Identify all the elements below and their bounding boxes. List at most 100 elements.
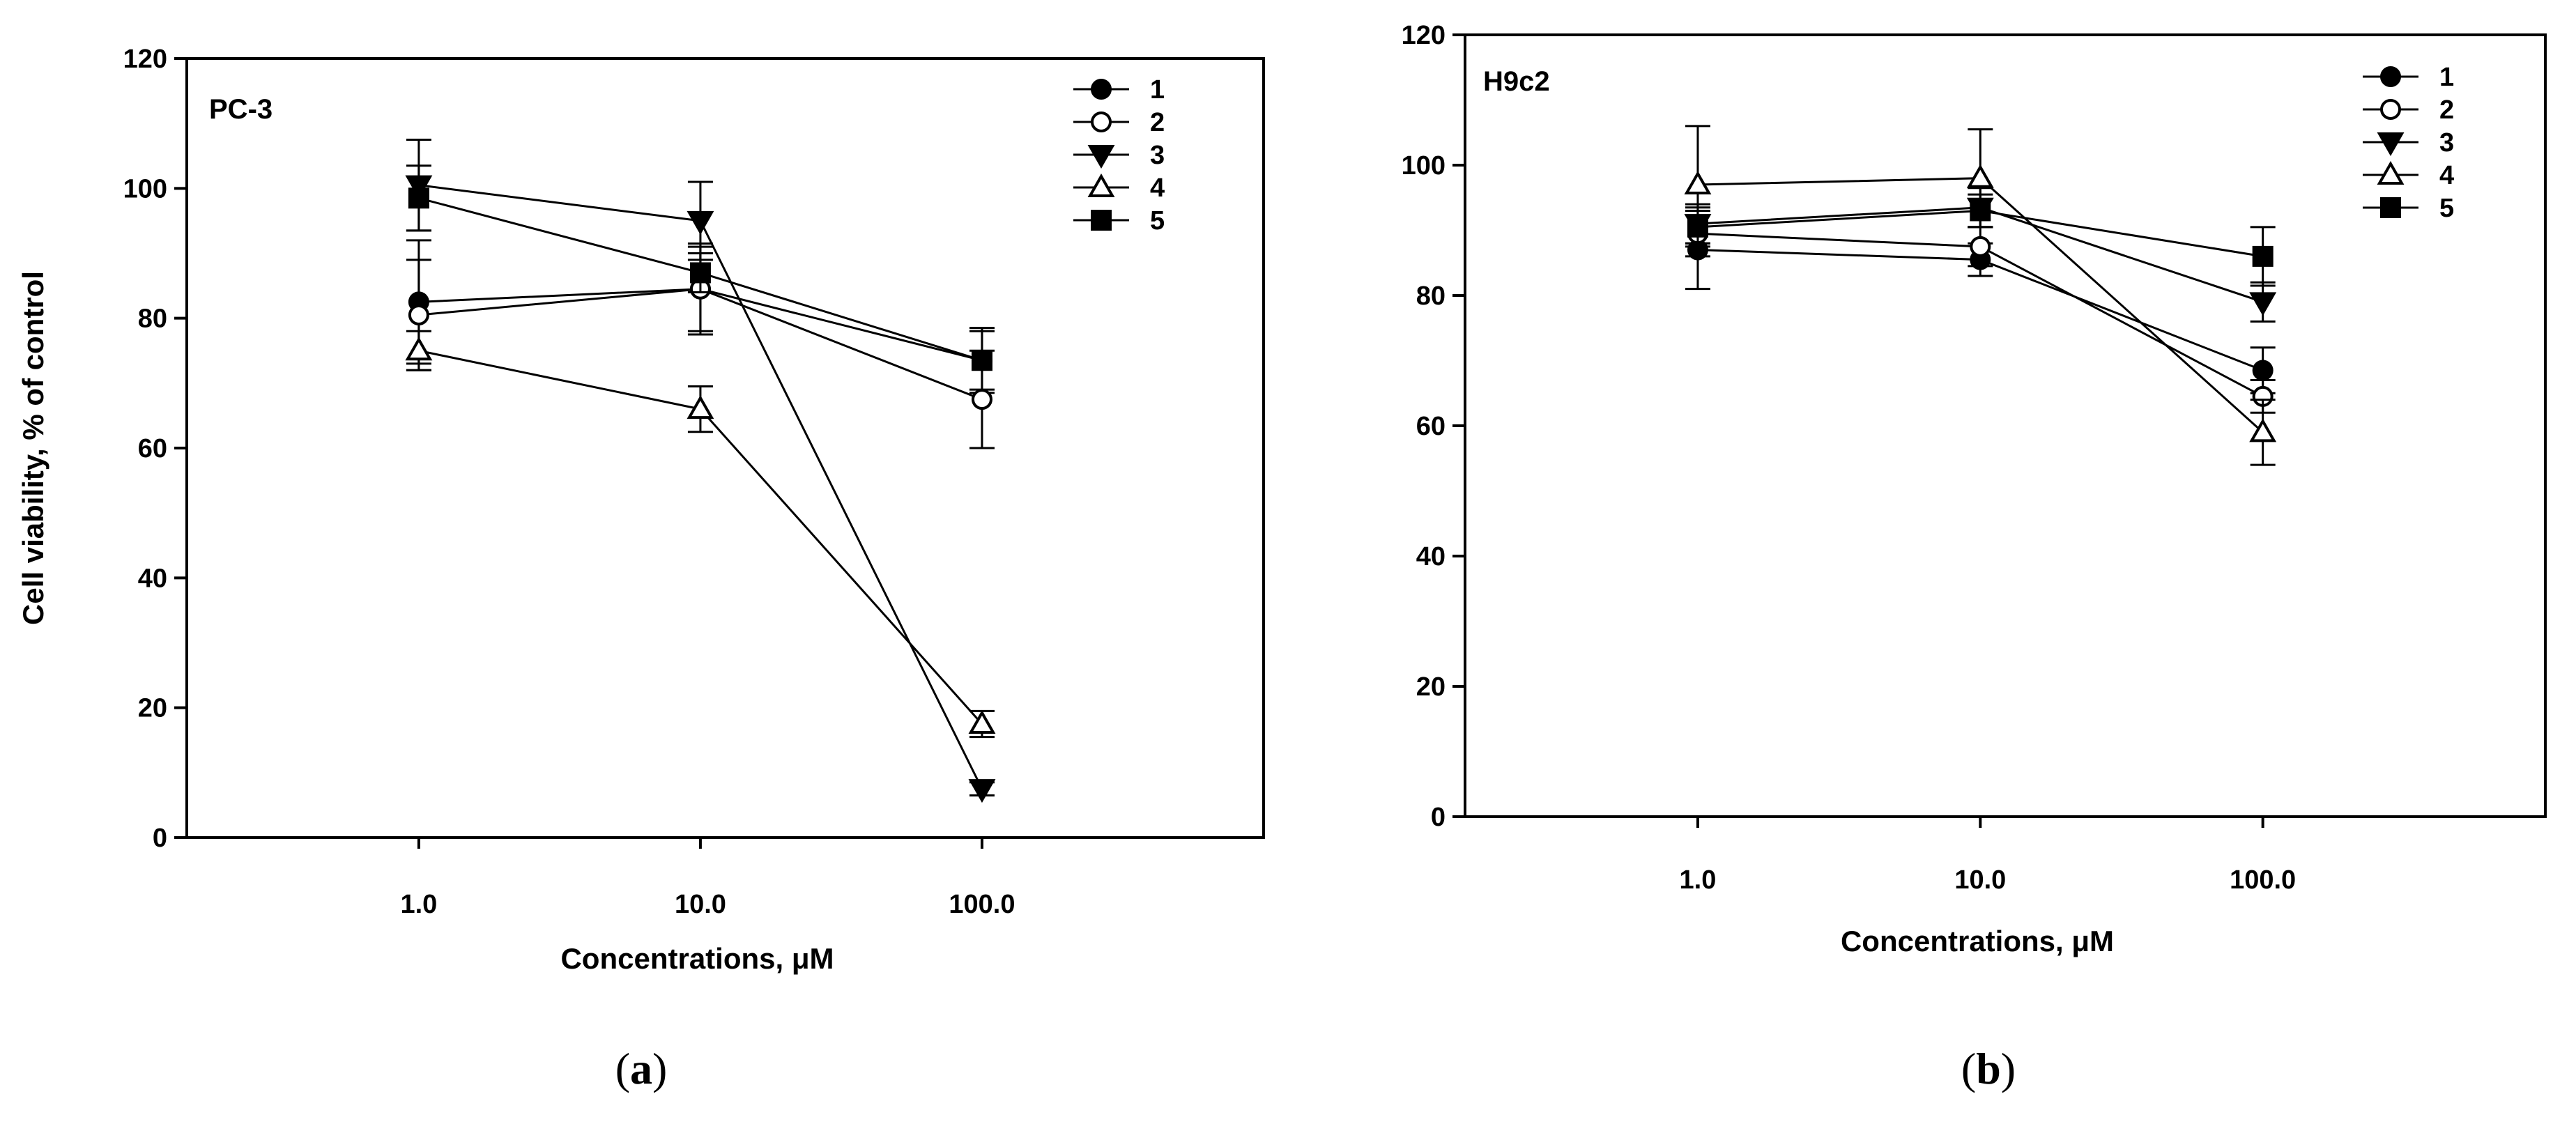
legend-item-3: 3 <box>1073 141 1165 170</box>
series-4-point <box>968 709 996 734</box>
series-5-point <box>2252 245 2274 267</box>
legend-label: 3 <box>2439 128 2454 157</box>
series-3-point <box>687 210 714 235</box>
y-axis-label: Cell viability, % of control <box>17 271 49 625</box>
series-2-point <box>971 389 992 410</box>
series-5-point <box>1687 216 1708 238</box>
x-axis-label: Concentrations, μM <box>1841 925 2114 957</box>
legend-item-4: 4 <box>1073 173 1165 203</box>
series-4 <box>405 330 996 739</box>
series-group <box>405 138 996 803</box>
legend-item-5: 5 <box>1073 206 1165 236</box>
legend-label: 5 <box>2439 194 2454 223</box>
series-3-point <box>968 779 996 803</box>
series-2 <box>1685 209 2276 414</box>
series-4-point <box>687 395 714 419</box>
legend: 1 2 3 4 5 <box>2363 63 2454 223</box>
legend-marker <box>1091 210 1112 231</box>
x-tick-label: 1.0 <box>400 890 437 919</box>
y-tick-label: 20 <box>138 694 167 723</box>
plot-frame <box>1464 33 2547 818</box>
y-tick-label: 20 <box>1416 672 1446 702</box>
series-group <box>1684 125 2277 466</box>
y-tick-label: 100 <box>123 174 167 203</box>
caption-open: ( <box>1961 1044 1976 1093</box>
y-axis: 0 20 40 60 80 100 120 <box>123 45 187 853</box>
y-tick-label: 40 <box>1416 542 1446 571</box>
y-tick-label: 80 <box>138 305 167 334</box>
legend-item-3: 3 <box>2363 128 2454 157</box>
y-tick-label: 40 <box>138 564 167 593</box>
legend-item-2: 2 <box>1073 108 1165 137</box>
y-tick-label: 120 <box>1402 21 1446 50</box>
series-3 <box>405 138 996 803</box>
legend-marker <box>1087 173 1115 197</box>
series-4-point <box>405 337 433 361</box>
series-5-point <box>689 262 711 284</box>
legend-item-5: 5 <box>2363 194 2454 223</box>
series-1-point <box>2252 360 2274 381</box>
legend-label: 3 <box>1150 141 1165 170</box>
x-tick-label: 100.0 <box>2230 865 2296 895</box>
panel-caption: (b) <box>1961 1044 2016 1093</box>
legend-label: 2 <box>2439 95 2454 125</box>
chart-panel-h9c2: H9c2 Concentrations, μM (b) 0 20 40 60 80 100… <box>1402 21 2547 1093</box>
y-tick-label: 60 <box>138 434 167 463</box>
legend-label: 1 <box>2439 63 2454 92</box>
panel-title: H9c2 <box>1483 66 1550 97</box>
legend-marker <box>1087 145 1115 169</box>
series-4 <box>1684 125 2277 466</box>
series-4-point <box>1684 171 1712 195</box>
caption-close: ) <box>2001 1044 2016 1093</box>
panel-title: PC-3 <box>209 94 273 125</box>
legend-marker <box>2380 66 2401 87</box>
x-tick-label: 100.0 <box>949 890 1015 919</box>
legend-marker <box>2377 160 2405 185</box>
caption-letter: b <box>1976 1044 2001 1093</box>
series-5-point <box>971 350 992 371</box>
series-3-point <box>2249 292 2277 316</box>
series-2-point <box>1970 236 1991 257</box>
series-4-point <box>2249 418 2277 442</box>
series-5-point <box>1970 200 1991 222</box>
x-tick-label: 10.0 <box>1954 865 2006 895</box>
legend-item-4: 4 <box>2363 160 2454 190</box>
y-tick-label: 80 <box>1416 282 1446 311</box>
series-5 <box>406 164 995 391</box>
legend-label: 4 <box>1150 174 1165 203</box>
series-2-point <box>408 305 429 326</box>
legend-marker <box>2377 132 2405 157</box>
y-axis: 0 20 40 60 80 100 120 <box>1402 21 1465 832</box>
legend-item-1: 1 <box>2363 63 2454 92</box>
caption-open: ( <box>615 1044 630 1093</box>
legend-label: 5 <box>1150 206 1165 236</box>
series-5-point <box>408 187 429 209</box>
legend-marker <box>2380 197 2401 218</box>
legend-item-2: 2 <box>2363 95 2454 125</box>
y-tick-label: 0 <box>153 824 167 853</box>
legend-marker <box>1091 79 1112 100</box>
y-tick-label: 60 <box>1416 412 1446 441</box>
y-tick-label: 0 <box>1431 803 1446 832</box>
x-axis-label: Concentrations, μM <box>560 942 834 975</box>
panel-caption: (a) <box>615 1044 668 1093</box>
legend-label: 1 <box>1150 75 1165 105</box>
x-axis: 1.0 10.0 100.0 <box>400 838 1015 919</box>
series-5 <box>1685 193 2276 287</box>
legend-label: 2 <box>1150 108 1165 137</box>
y-tick-label: 120 <box>123 45 167 74</box>
x-tick-label: 10.0 <box>675 890 726 919</box>
x-axis: 1.0 10.0 100.0 <box>1680 817 2296 895</box>
legend: 1 2 3 4 5 <box>1073 75 1165 236</box>
caption-close: ) <box>652 1044 667 1093</box>
legend-marker <box>2380 99 2401 120</box>
legend-marker <box>1091 111 1112 132</box>
series-4-point <box>1966 164 1994 188</box>
x-tick-label: 1.0 <box>1680 865 1717 895</box>
y-tick-label: 100 <box>1402 151 1446 180</box>
caption-letter: a <box>630 1044 652 1093</box>
legend-label: 4 <box>2439 161 2454 190</box>
legend-item-1: 1 <box>1073 75 1165 105</box>
chart-panel-pc3: PC-3 Cell viability, % of control Concen… <box>17 45 1265 1093</box>
